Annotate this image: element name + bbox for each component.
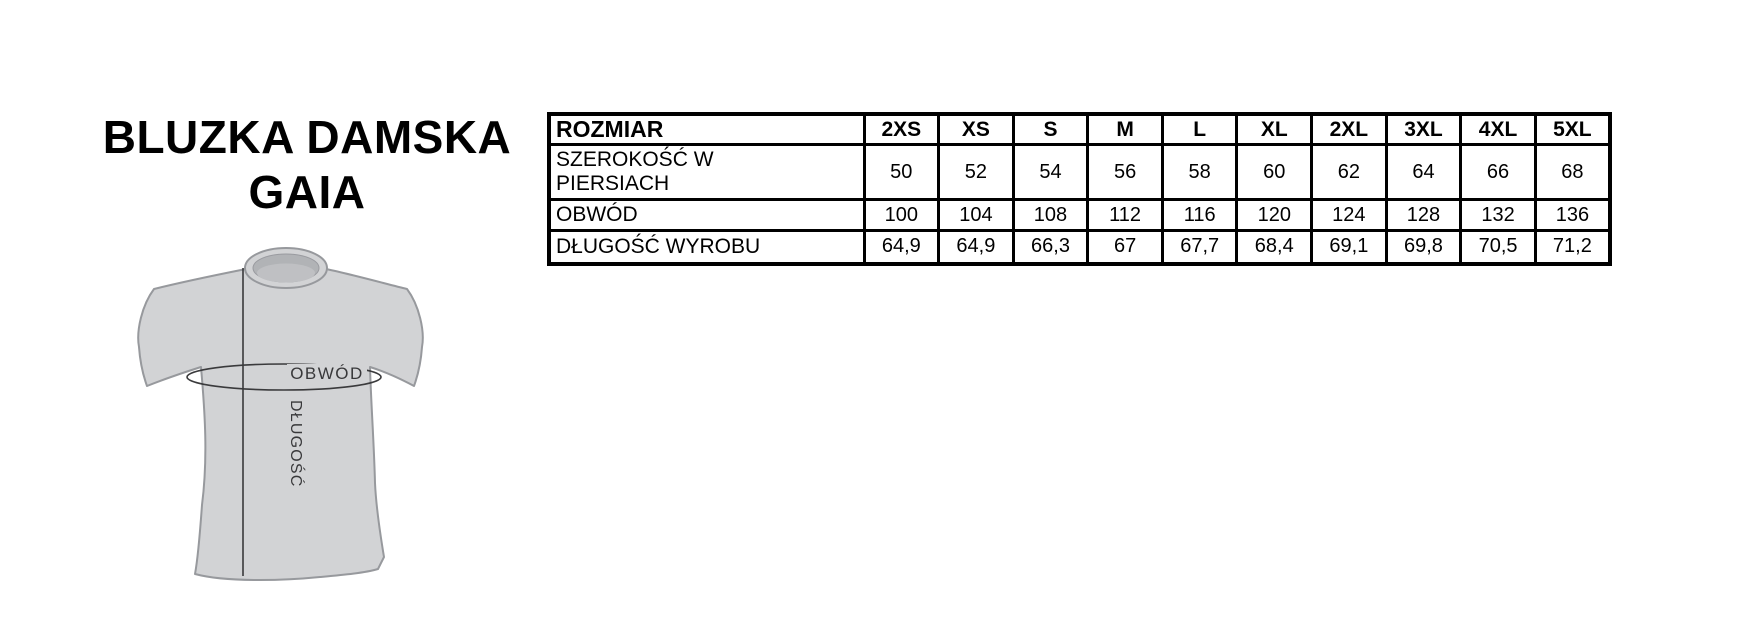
size-table: ROZMIAR 2XS XS S M L XL 2XL 3XL 4XL 5XL … [547,112,1612,266]
size-header-2xl: 2XL [1310,112,1388,146]
table-cell: 71,2 [1533,229,1612,265]
table-cell: 64,9 [937,229,1015,265]
table-cell: 104 [937,198,1015,232]
table-cell: 112 [1086,198,1164,232]
table-cell: 69,8 [1384,229,1463,265]
size-header-m: M [1086,112,1164,146]
table-cell: 68,4 [1235,229,1314,265]
table-cell: 64,9 [862,229,941,265]
table-row-circumference: OBWÓD 100 104 108 112 116 120 124 128 13… [547,198,1612,232]
size-header-xs: XS [937,112,1015,146]
product-title-line1: BLUZKA DAMSKA [102,111,512,163]
table-cell: 120 [1235,198,1314,232]
table-cell: 58 [1160,143,1239,201]
table-cell: 50 [862,143,941,201]
size-header-5xl: 5XL [1533,112,1612,146]
product-title-line2: GAIA [248,166,366,218]
circumference-measure-ellipse [186,363,382,391]
table-cell: 128 [1384,198,1463,232]
table-cell: 56 [1086,143,1164,201]
size-header-s: S [1011,112,1090,146]
length-label: DŁUGOŚĆ [287,400,306,488]
size-header-l: L [1160,112,1239,146]
table-cell: 67,7 [1160,229,1239,265]
tshirt-collar-inner-front [257,263,315,283]
circumference-label-backdrop [287,364,367,381]
table-cell: 67 [1086,229,1164,265]
table-cell: 116 [1160,198,1239,232]
size-header-2xs: 2XS [862,112,941,146]
table-cell: 69,1 [1310,229,1388,265]
table-cell: 108 [1011,198,1090,232]
table-cell: 70,5 [1459,229,1537,265]
table-cell: 66 [1459,143,1537,201]
table-cell: 100 [862,198,941,232]
tshirt-body [137,268,424,582]
table-cell: 64 [1384,143,1463,201]
table-cell: 60 [1235,143,1314,201]
size-header-xl: XL [1235,112,1314,146]
row-label-product-length: DŁUGOŚĆ WYROBU [547,229,866,265]
product-title: BLUZKA DAMSKA GAIA [97,110,517,220]
row-label-chest-width: SZEROKOŚĆ W PIERSIACH [547,143,866,201]
tshirt-measurement-diagram: OBWÓD DŁUGOŚĆ [137,247,424,582]
table-cell: 124 [1310,198,1388,232]
table-row-product-length: DŁUGOŚĆ WYROBU 64,9 64,9 66,3 67 67,7 68… [547,229,1612,265]
table-cell: 54 [1011,143,1090,201]
table-row-chest-width: SZEROKOŚĆ W PIERSIACH 50 52 54 56 58 60 … [547,143,1612,201]
size-header-4xl: 4XL [1459,112,1537,146]
circumference-label: OBWÓD [290,364,364,383]
table-cell: 62 [1310,143,1388,201]
table-cell: 132 [1459,198,1537,232]
table-cell: 66,3 [1011,229,1090,265]
row-label-circumference: OBWÓD [547,198,866,232]
table-cell: 136 [1533,198,1612,232]
size-table-header-row: ROZMIAR 2XS XS S M L XL 2XL 3XL 4XL 5XL [547,112,1612,146]
table-cell: 68 [1533,143,1612,201]
size-header-3xl: 3XL [1384,112,1463,146]
table-cell: 52 [937,143,1015,201]
table-corner-header: ROZMIAR [547,112,866,146]
